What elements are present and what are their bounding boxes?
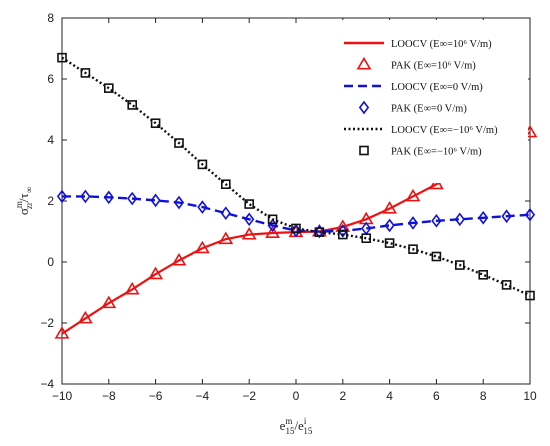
x-tick-label: 4: [386, 389, 393, 403]
data-point: [478, 210, 489, 225]
data-point: [241, 226, 257, 240]
x-tick-label: −8: [102, 389, 116, 403]
series-markers-5: [57, 52, 535, 301]
x-tick-label: 10: [523, 389, 537, 403]
legend-entry: LOOCV (E∞=0 V/m): [391, 82, 483, 93]
x-tick-label: 2: [339, 389, 346, 403]
data-point: [54, 326, 70, 339]
data-point: [382, 201, 397, 214]
data-point: [56, 189, 68, 204]
data-point: [220, 206, 231, 221]
x-tick-label: −2: [242, 389, 256, 403]
legend-swatch: [356, 56, 372, 70]
data-point: [337, 229, 348, 240]
series-layer: [54, 52, 538, 339]
data-point: [408, 244, 418, 254]
data-point: [80, 68, 91, 78]
data-point: [314, 227, 325, 237]
legend-entry: PAK (E∞=0 V/m): [391, 104, 467, 115]
data-point: [174, 138, 184, 148]
data-point: [127, 100, 137, 110]
legend-entry: PAK (E∞=10⁶ V/m): [391, 61, 476, 72]
y-tick-label: −2: [40, 316, 54, 330]
data-point: [267, 214, 278, 225]
data-point: [150, 193, 161, 208]
data-point: [78, 310, 93, 324]
data-point: [171, 252, 187, 266]
data-point: [195, 240, 210, 254]
y-tick-label: 0: [47, 255, 54, 269]
series-line-2: [62, 195, 531, 233]
data-point: [524, 207, 536, 222]
data-point: [218, 231, 234, 245]
data-point: [337, 224, 348, 238]
data-point: [57, 52, 67, 63]
y-tick-label: 2: [47, 194, 54, 208]
data-point: [314, 224, 325, 239]
data-point: [291, 223, 301, 234]
data-point: [101, 295, 117, 309]
legend-entry: LOOCV (E∞=10⁶ V/m): [391, 39, 492, 50]
data-point: [197, 159, 208, 170]
data-point: [148, 266, 163, 280]
y-tick-label: 8: [47, 11, 54, 25]
ticks: −10 −8 −6 −4 −2 0 2 4 6 8 10 −4 −2 0 2 4 6 8: [40, 11, 537, 403]
x-tick-label: 0: [293, 389, 300, 403]
y-tick-label: 6: [47, 72, 54, 86]
data-point: [244, 212, 255, 227]
data-point: [431, 213, 442, 228]
data-point: [429, 176, 444, 190]
legend-box: [336, 20, 528, 183]
x-axis-label: em 15/ei 15: [280, 416, 313, 436]
x-tick-label: −10: [52, 389, 73, 403]
y-axis-label: σmzr/τ∞: [14, 187, 34, 215]
legend: LOOCV (E∞=10⁶ V/m) PAK (E∞=10⁶ V/m) LOOCV …: [336, 20, 528, 183]
x-tick-label: −6: [149, 389, 163, 403]
data-point: [407, 216, 419, 230]
data-point: [384, 238, 395, 248]
x-tick-label: 8: [480, 389, 487, 403]
legend-swatch: [358, 100, 370, 115]
x-tick-label: −4: [196, 389, 210, 403]
axis-labels: em 15/ei 15 σmzr/τ∞: [14, 187, 313, 436]
data-point: [127, 191, 138, 206]
data-point: [431, 251, 442, 262]
data-point: [150, 118, 161, 129]
data-point: [104, 83, 114, 93]
data-point: [265, 225, 280, 239]
legend-entry: LOOCV (E∞=−10⁶ V/m): [391, 125, 498, 136]
x-tick-label: 6: [433, 389, 440, 403]
data-point: [221, 179, 231, 190]
data-point: [501, 209, 512, 224]
data-point: [124, 281, 140, 295]
data-point: [525, 290, 535, 301]
data-point: [361, 233, 372, 244]
data-point: [405, 188, 421, 202]
data-point: [454, 260, 465, 270]
y-tick-label: −4: [40, 377, 54, 391]
legend-entry: PAK (E∞=−10⁶ V/m): [391, 147, 482, 158]
data-point: [103, 190, 114, 205]
legend-swatch: [359, 145, 369, 156]
data-point: [244, 199, 254, 209]
data-point: [454, 212, 465, 227]
data-point: [80, 189, 91, 204]
data-point: [501, 280, 512, 290]
data-point: [173, 195, 185, 210]
series-line-4: [61, 56, 531, 297]
data-point: [478, 270, 489, 280]
y-tick-label: 4: [47, 133, 54, 147]
data-point: [384, 218, 395, 233]
data-point: [197, 200, 208, 214]
